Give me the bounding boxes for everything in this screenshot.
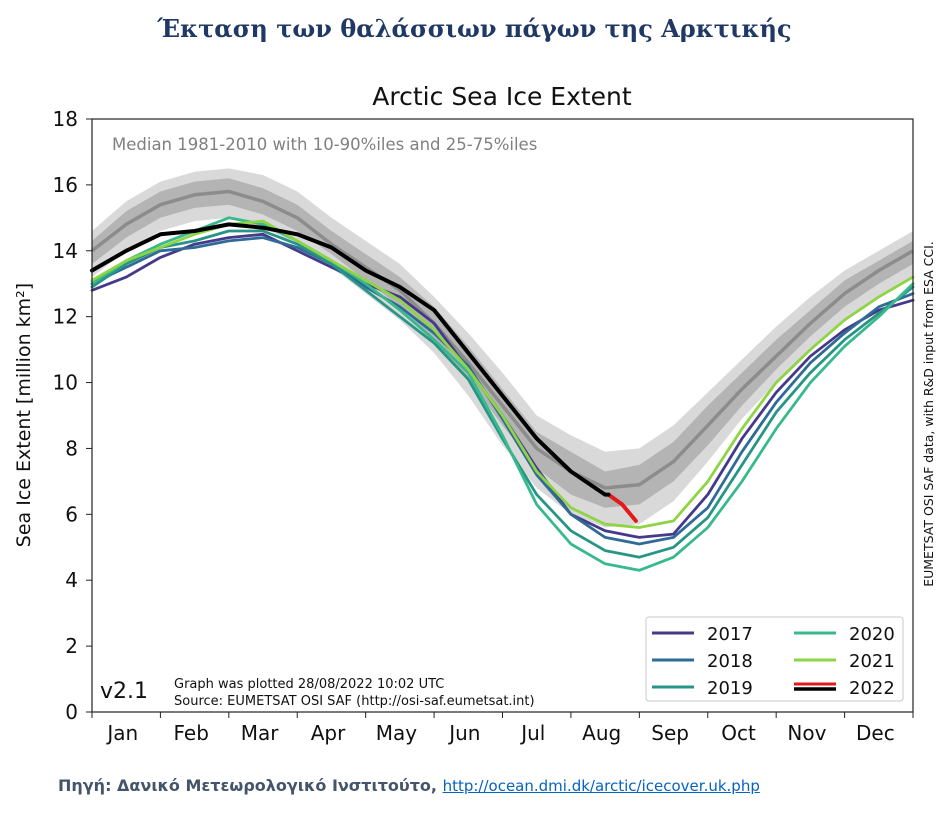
legend-label: 2022 bbox=[849, 678, 895, 699]
version-label: v2.1 bbox=[100, 679, 148, 704]
arctic-sea-ice-chart: Arctic Sea Ice Extent Median 1981-2010 w… bbox=[13, 82, 936, 745]
x-tick-label: Oct bbox=[721, 721, 756, 745]
x-tick-label: Jul bbox=[519, 721, 545, 745]
legend-label: 2020 bbox=[849, 624, 895, 645]
y-tick-label: 4 bbox=[65, 568, 78, 592]
x-tick-label: Sep bbox=[651, 721, 689, 745]
source-label: Πηγή: Δανικό Μετεωρολογικό Ινστιτούτο, bbox=[58, 776, 437, 795]
source-link[interactable]: http://ocean.dmi.dk/arctic/icecover.uk.p… bbox=[442, 777, 760, 795]
legend-box bbox=[645, 616, 904, 702]
y-tick-label: 10 bbox=[53, 371, 78, 395]
y-tick-label: 2 bbox=[65, 634, 78, 658]
x-tick-label: Nov bbox=[787, 721, 826, 745]
legend-label: 2021 bbox=[849, 651, 895, 672]
chart-title: Arctic Sea Ice Extent bbox=[372, 82, 632, 111]
y-tick-label: 8 bbox=[65, 436, 78, 460]
y-tick-label: 14 bbox=[53, 239, 78, 263]
y-tick-label: 18 bbox=[53, 107, 78, 131]
side-note: EUMETSAT OSI SAF data, with R&D input fr… bbox=[921, 241, 936, 587]
x-tick-label: Mar bbox=[241, 721, 280, 745]
series-line-2022 bbox=[90, 222, 611, 497]
y-tick-label: 6 bbox=[65, 502, 78, 526]
x-tick-label: May bbox=[376, 721, 418, 745]
x-tick-label: Dec bbox=[856, 721, 895, 745]
y-tick-label: 12 bbox=[53, 305, 78, 329]
x-tick-label: Jan bbox=[105, 721, 138, 745]
y-tick-label: 0 bbox=[65, 700, 78, 724]
series-line-2019 bbox=[90, 229, 915, 559]
series-line-2022-recent bbox=[606, 492, 638, 523]
legend-label: 2019 bbox=[707, 678, 753, 699]
y-axis-label: Sea Ice Extent [million km²] bbox=[13, 283, 35, 547]
plot-note-date: Graph was plotted 28/08/2022 10:02 UTC bbox=[174, 677, 444, 692]
median-line bbox=[90, 189, 914, 490]
plot-area bbox=[90, 168, 915, 572]
legend-label: 2018 bbox=[707, 651, 753, 672]
legend: 2017 2018 2019 2020 2021 2022 bbox=[645, 616, 904, 702]
axes: 0 2 4 6 8 10 12 14 16 18 Jan Feb Mar Apr May Jun Jul Aug S… bbox=[53, 107, 914, 745]
page-heading: Έκταση των θαλάσσιων πάγων της Αρκτικής bbox=[157, 14, 792, 43]
chart-subtitle: Median 1981-2010 with 10-90%iles and 25-… bbox=[112, 135, 537, 154]
plot-note-source: Source: EUMETSAT OSI SAF (http://osi-saf… bbox=[174, 694, 535, 709]
series-line-2018 bbox=[90, 236, 915, 546]
x-tick-label: Aug bbox=[582, 721, 621, 745]
x-tick-label: Apr bbox=[311, 721, 346, 745]
series-line-2020 bbox=[90, 216, 915, 572]
x-tick-label: Jun bbox=[447, 721, 480, 745]
y-tick-label: 16 bbox=[53, 173, 78, 197]
x-tick-label: Feb bbox=[173, 721, 208, 745]
source-line: Πηγή: Δανικό Μετεωρολογικό Ινστιτούτο, h… bbox=[58, 776, 760, 795]
legend-label: 2017 bbox=[707, 624, 753, 645]
